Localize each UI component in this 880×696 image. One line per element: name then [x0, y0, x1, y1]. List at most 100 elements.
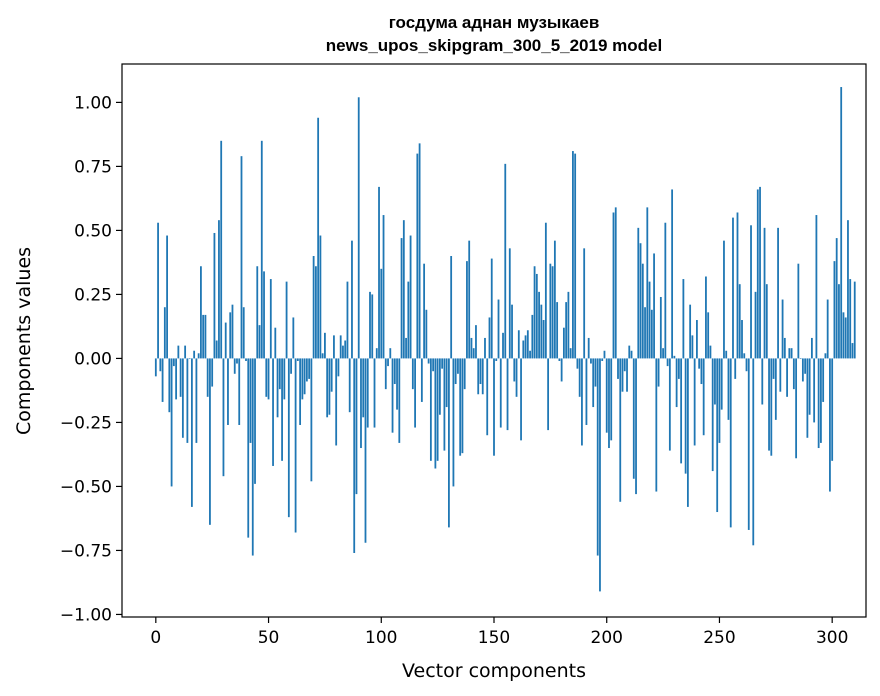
bar: [236, 358, 238, 364]
bar: [454, 358, 457, 385]
bar: [795, 358, 798, 459]
bar: [700, 358, 703, 385]
bar: [626, 358, 628, 392]
bar: [673, 355, 676, 359]
bar: [353, 358, 356, 553]
bar: [831, 358, 834, 461]
bar: [696, 320, 698, 359]
bar: [371, 294, 374, 359]
bar: [736, 212, 739, 359]
bar: [847, 220, 849, 359]
bar: [770, 358, 773, 456]
y-tick-label: −0.75: [60, 541, 112, 561]
bar: [481, 358, 484, 395]
bar: [529, 350, 531, 359]
bar: [402, 220, 405, 359]
bar: [378, 186, 380, 359]
bar: [720, 358, 723, 410]
bar: [659, 296, 662, 359]
bar: [574, 153, 577, 359]
bar: [499, 358, 502, 428]
bar: [777, 227, 779, 359]
bar: [258, 325, 261, 359]
bar: [495, 358, 498, 361]
bar: [466, 261, 468, 359]
bar: [477, 358, 480, 395]
bar: [849, 279, 852, 359]
bar: [274, 327, 277, 359]
bar: [375, 348, 378, 359]
bar: [396, 358, 398, 410]
bar: [524, 335, 527, 359]
bar: [817, 358, 820, 449]
bar: [567, 291, 570, 359]
bar: [249, 358, 252, 443]
chart-title-line-2: news_upos_skipgram_300_5_2019 model: [326, 36, 662, 55]
bar: [732, 217, 734, 359]
bar: [479, 358, 482, 385]
bar: [538, 291, 540, 359]
bar: [596, 358, 599, 556]
bar: [833, 261, 836, 359]
bar: [515, 358, 518, 397]
bar: [508, 248, 511, 359]
bar: [202, 314, 205, 359]
bar: [680, 358, 683, 464]
bar: [790, 348, 793, 359]
bar: [475, 325, 477, 359]
bar: [256, 266, 259, 359]
bar: [427, 358, 430, 364]
bar: [522, 340, 525, 359]
y-tick-label: 0.00: [74, 349, 112, 369]
bar: [445, 358, 448, 408]
y-tick-label: −0.50: [60, 477, 112, 497]
bar: [662, 348, 664, 359]
bar: [459, 358, 462, 456]
bar: [382, 215, 385, 359]
bar: [267, 358, 270, 400]
bar: [653, 253, 655, 359]
y-tick-label: 0.25: [74, 285, 112, 305]
bar: [452, 358, 455, 487]
bar: [786, 358, 788, 397]
bar: [357, 97, 360, 359]
bar: [292, 317, 295, 359]
bar: [711, 358, 714, 472]
bar: [400, 238, 403, 359]
bar: [668, 358, 671, 451]
bar: [526, 330, 529, 359]
bar: [747, 358, 750, 530]
bar: [305, 358, 308, 382]
bar: [677, 358, 680, 379]
bar: [806, 358, 809, 438]
bar: [299, 358, 302, 425]
bar: [718, 358, 721, 443]
bar: [355, 358, 358, 495]
bar: [702, 358, 705, 436]
bar: [416, 153, 419, 359]
bar: [344, 340, 347, 359]
bar: [506, 358, 509, 431]
bar: [675, 358, 678, 408]
bar: [269, 279, 272, 359]
bar: [405, 337, 407, 359]
bar: [808, 358, 811, 415]
bar: [328, 358, 331, 415]
bar: [655, 358, 658, 492]
bar: [824, 353, 827, 359]
x-tick-label: 0: [150, 628, 161, 648]
bar: [714, 358, 716, 405]
bar: [781, 299, 784, 359]
bar: [184, 345, 187, 359]
bar: [684, 358, 687, 474]
bar: [804, 358, 807, 374]
bar: [639, 243, 642, 359]
bar: [671, 189, 674, 359]
bar: [820, 358, 822, 443]
bar: [603, 350, 606, 359]
bar: [220, 140, 223, 359]
bar: [531, 314, 534, 359]
bar: [247, 358, 250, 538]
bar: [321, 353, 324, 359]
bar: [251, 358, 254, 556]
